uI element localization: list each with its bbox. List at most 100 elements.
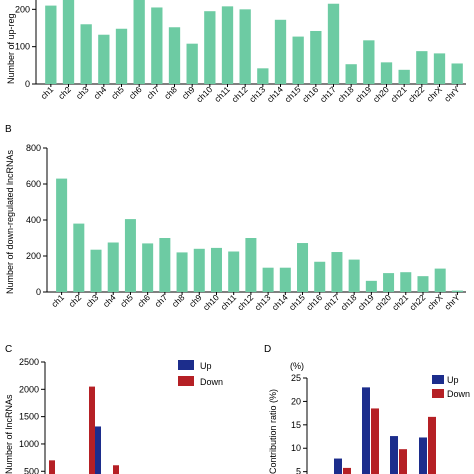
panel-b-ytick-label: 200 [26,251,41,261]
panel-a-xtick-label-ch21: ch21 [388,84,408,104]
panel-b-bar-ch16 [314,261,326,292]
panel-d-legend-label-up: Up [447,375,459,385]
panel-a-xtick-label-ch5: ch5 [109,84,126,101]
panel-d-bar-up-1 [334,458,342,474]
panel-d-bars [334,387,436,474]
panel-d-legend: Up Down [432,375,470,399]
panel-b-xtick-label-ch1: ch1 [49,292,66,309]
panel-c-legend-swatch-down [178,376,194,386]
panel-b-xtick-label-ch17: ch17 [321,292,341,312]
panel-a-bar-ch16 [310,30,322,85]
panel-d-label: D [264,344,271,355]
panel-b-bar-ch1 [56,178,68,292]
panel-a-xtick-label-ch4: ch4 [91,84,108,101]
panel-d-ytick-label: 10 [291,443,301,453]
panel-a-ytick-label: 100 [15,42,30,52]
panel-a-xtick-label-ch8: ch8 [162,84,179,101]
panel-b-bar-ch10 [210,247,222,292]
panel-a-bar-ch3 [80,24,92,84]
panel-b-xticks: ch1 ch2 ch3 ch4 ch5 ch6 ch7 ch8 ch9ch10ch11ch12c… [49,292,462,312]
panel-a-bar-ch10 [204,11,216,85]
panel-b-bar-ch14 [279,267,291,292]
panel-b-bar-ch12 [245,238,257,292]
panel-b-xtick-label-ch19: ch19 [356,292,376,312]
panel-b-bar-ch9 [193,248,205,292]
panel-a-xtick-label-ch7: ch7 [144,84,161,101]
panel-c-ytick-label: 2500 [19,357,39,367]
panel-b-xtick-label-ch4: ch4 [101,292,118,309]
panel-d-yticks: 5 10 15 20 25 [291,373,307,474]
panel-c-bar-down-3 [113,465,119,474]
panel-b-bar-ch8 [176,252,188,292]
panel-b-xtick-label-ch10: ch10 [201,292,221,312]
panel-a-bar-ch7 [151,7,163,84]
panel-a-ytick-label: 0 [25,79,30,89]
panel-d: D (%) Contribution ratio (%) 5 10 15 20 25 U… [264,344,470,474]
panel-a-bar-ch8 [168,27,181,84]
panel-d-legend-swatch-up [432,375,444,384]
panel-b-bar-ch21 [400,272,412,292]
panel-b-ytick-label: 0 [36,287,41,297]
panel-b-yticks: 0 200 400 600 800 [26,143,47,297]
panel-a-xtick-label-ch17: ch17 [318,84,338,104]
panel-a-bar-ch18 [345,64,357,84]
panel-a-xtick-label-ch6: ch6 [127,84,144,101]
panel-c-legend: Up Down [178,360,223,387]
panel-a-bar-ch9 [186,43,198,84]
panel-c-legend-label-down: Down [200,377,223,387]
panel-c-yticks: 500 1000 1500 2000 2500 [19,357,45,474]
panel-a-xtick-label-ch10: ch10 [194,84,214,104]
panel-c-bars [49,386,119,474]
panel-a-xtick-label-ch22: ch22 [406,84,426,104]
panel-c-legend-swatch-up [178,360,194,370]
panel-a-xtick-label-chrY: chrY [442,84,462,104]
panel-b: B Number of down-regulated lncRNAs 0 200 4… [5,124,466,312]
panel-b-xtick-label-ch21: ch21 [390,292,410,312]
panel-b-bar-ch3 [90,249,102,292]
panel-a-xtick-label-ch20: ch20 [371,84,391,104]
panel-a-bar-ch4 [98,34,110,84]
panel-c: C Number of lncRNAs 5001000150020002500 … [4,344,223,474]
panel-a-bar-ch5 [115,28,128,84]
panel-b-bar-ch2 [73,223,85,292]
panel-d-unit: (%) [290,361,304,371]
panel-a-bars [45,0,463,85]
panel-b-bar-ch19 [365,280,377,292]
panel-a-xtick-label-ch15: ch15 [282,84,302,104]
panel-d-bar-down-4 [428,416,436,474]
panel-b-xtick-label-ch16: ch16 [304,292,324,312]
panel-d-ytick-label: 25 [291,373,301,383]
panel-d-bar-up-3 [390,436,398,474]
panel-d-bar-down-1 [343,467,351,474]
panel-a-xtick-label-ch3: ch3 [74,84,91,101]
panel-d-bar-up-4 [419,437,427,474]
panel-a-xtick-label-ch19: ch19 [353,84,373,104]
panel-b-bars [56,178,463,292]
panel-b-xtick-label-ch20: ch20 [373,292,393,312]
panel-b-bar-ch15 [297,243,309,292]
panel-a-bar-ch2 [62,0,75,85]
panel-a-xtick-label-ch13: ch13 [247,84,267,104]
panel-b-xtick-label-ch13: ch13 [252,292,272,312]
panel-b-xtick-label-chrY: chrY [442,292,462,312]
panel-a-xticks: ch1 ch2 ch3 ch4 ch5 ch6 ch7 ch8 ch9ch10ch11ch12c… [38,84,462,104]
panel-b-bar-chrY [451,290,463,292]
panel-c-ytick-label: 1000 [19,439,39,449]
panel-b-bar-ch6 [142,243,154,292]
panel-b-bar-ch22 [417,276,429,292]
panel-b-xtick-label-ch5: ch5 [118,292,135,309]
panel-b-xtick-label-ch6: ch6 [135,292,152,309]
panel-d-ytick-label: 20 [291,396,301,406]
panel-a-ytick-label: 200 [15,4,30,14]
panel-c-legend-label-up: Up [200,361,212,371]
panel-b-bar-ch5 [124,219,136,292]
panel-b-label: B [5,124,12,135]
panel-a-yticks: 0 100 200 [15,4,36,89]
panel-b-xtick-label-ch8: ch8 [170,292,187,309]
panel-a-bar-ch11 [221,6,234,85]
panel-b-xtick-label-ch18: ch18 [338,292,358,312]
panel-a-ylabel: Number of up-reg [6,13,16,84]
panel-c-bar-up-2 [95,426,101,474]
panel-b-xtick-label-ch22: ch22 [407,292,427,312]
panel-b-bar-ch20 [383,273,395,292]
